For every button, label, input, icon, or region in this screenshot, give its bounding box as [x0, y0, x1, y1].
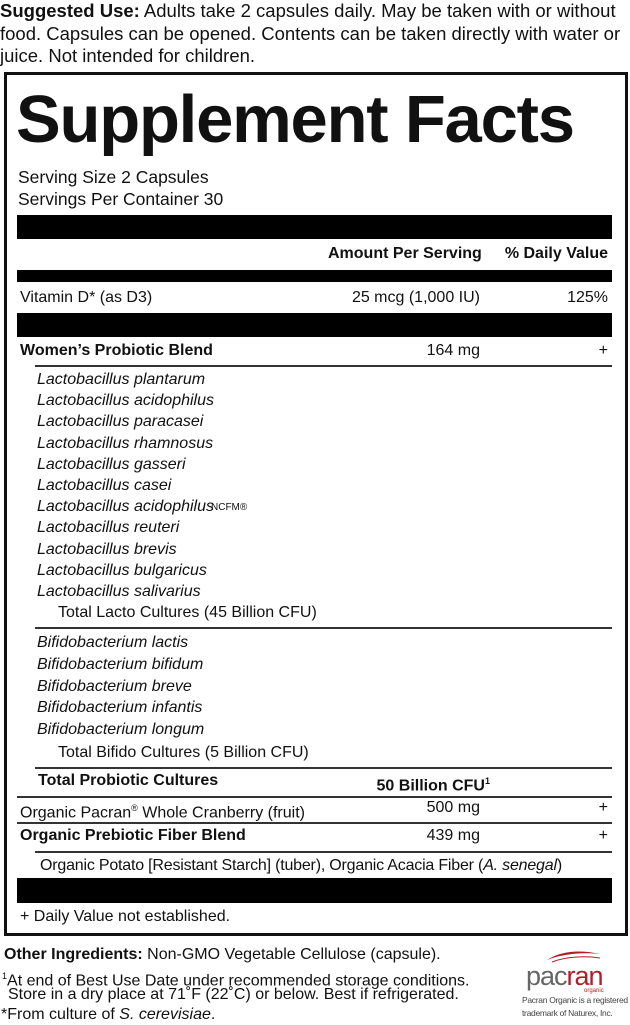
serving-size: Serving Size 2 Capsules [18, 167, 209, 187]
strain-item: Bifidobacterium infantis [37, 699, 203, 717]
divider-bar [17, 313, 612, 337]
strain-item: Lactobacillus salivarius [37, 583, 201, 600]
servings-per-container: Servings Per Container 30 [18, 189, 224, 209]
row-divider [35, 365, 612, 367]
suggested-use: Suggested Use: Adults take 2 capsules da… [0, 0, 621, 66]
other-ingredients: Other Ingredients: Non-GMO Vegetable Cel… [4, 946, 441, 963]
footnote-star: *From culture of S. cerevisiae. [1, 1006, 216, 1023]
daily-value-note: + Daily Value not established. [20, 908, 231, 925]
row-divider [35, 627, 612, 629]
footnote-1: 1At end of Best Use Date under recommend… [2, 971, 470, 990]
strain-item: Bifidobacterium breve [37, 677, 192, 695]
strain-item: Bifidobacterium longum [37, 721, 205, 739]
strain-item: Lactobacillus brevis [37, 540, 177, 558]
strain-item: Lactobacillus plantarum [37, 371, 206, 388]
prebiotic-name: Organic Prebiotic Fiber Blend [20, 827, 246, 844]
strain-item: Bifidobacterium lactis [37, 634, 189, 651]
strain-item: Lactobacillus reuteri [37, 519, 180, 537]
ncfm-mark: NCFM® [211, 502, 248, 514]
total-probiotic-name: Total Probiotic Cultures [38, 772, 219, 789]
strain-item: Lactobacillus bulgaricus [37, 561, 207, 579]
strain-item: Lactobacillus paracasei [37, 413, 204, 431]
strain-item: Lactobacillus acidophilus [37, 498, 214, 516]
vitamin-d-amount: 25 mcg (1,000 IU) [351, 289, 480, 306]
row-divider [17, 796, 612, 798]
divider-bar [17, 270, 612, 282]
swoosh-icon [547, 951, 601, 963]
total-probiotic-amount: 50 Billion CFU1 [376, 776, 490, 795]
strain-item: Lactobacillus casei [37, 477, 172, 494]
header-amount: Amount Per Serving [328, 245, 482, 262]
vitamin-d-name: Vitamin D* (as D3) [20, 289, 153, 306]
header-daily-value: % Daily Value [504, 245, 608, 262]
divider-bar [17, 878, 612, 903]
row-divider [35, 851, 612, 853]
prebiotic-amount: 439 mg [426, 827, 480, 844]
cranberry-name: Organic Pacran® Whole Cranberry (fruit) [20, 803, 305, 822]
footnote-1-cont: Store in a dry place at 71˚F (22˚C) or b… [8, 986, 459, 1003]
strain-item: Bifidobacterium bifidum [37, 655, 204, 673]
row-divider [17, 822, 612, 824]
strain-item: Lactobacillus gasseri [37, 455, 186, 473]
row-divider [35, 767, 612, 769]
pacran-logo: pacran organic Pacran Organic is a regis… [522, 946, 630, 1020]
vitamin-d-dv: 125% [567, 289, 608, 306]
prebiotic-dv: + [598, 827, 608, 844]
womens-blend-amount: 164 mg [426, 342, 480, 359]
womens-blend-dv: + [598, 342, 608, 359]
womens-blend-name: Women’s Probiotic Blend [20, 342, 213, 359]
total-bifido: Total Bifido Cultures (5 Billion CFU) [58, 744, 309, 761]
cranberry-dv: + [598, 799, 608, 816]
panel-title: Supplement Facts [16, 82, 575, 157]
strain-item: Lactobacillus acidophilus [37, 392, 214, 410]
cranberry-amount: 500 mg [426, 799, 480, 816]
divider-bar [17, 215, 612, 239]
total-lacto: Total Lacto Cultures (45 Billion CFU) [58, 604, 317, 621]
strain-item: Lactobacillus rhamnosus [37, 434, 214, 452]
prebiotic-detail: Organic Potato [Resistant Starch] (tuber… [40, 857, 562, 874]
supplement-facts-panel [4, 72, 628, 936]
